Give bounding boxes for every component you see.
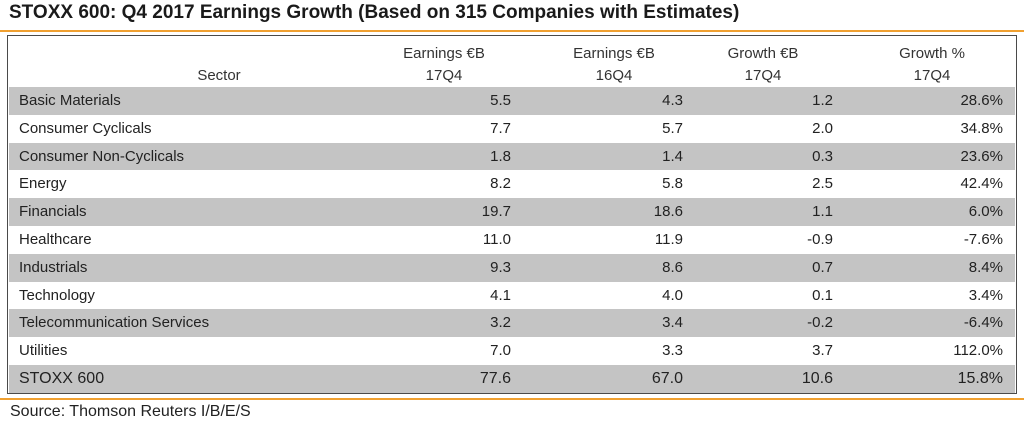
cell-growth-eb: 1.1 [689, 198, 845, 226]
cell-sector: Utilities [19, 342, 68, 360]
cell-growth-eb: -0.2 [689, 309, 845, 338]
bottom-accent-rule [0, 398, 1024, 400]
cell-sector: Consumer Non-Cyclicals [9, 142, 349, 171]
cell-growth-pct: 8.4% [845, 253, 1015, 282]
header-growth-eb-line1: Growth €B [727, 45, 799, 62]
table-frame [7, 35, 1017, 394]
cell-earnings-17q4: 7.7 [490, 119, 511, 137]
cell-growth-eb: 1.2 [689, 87, 845, 115]
cell-growth-eb: 2.0 [812, 119, 833, 137]
header-growth-pct-line1: Growth % [899, 45, 965, 62]
cell-earnings-17q4: 4.1 [490, 286, 511, 304]
cell-sector: Basic Materials [9, 87, 349, 115]
cell-earnings-17q4: 19.7 [349, 198, 517, 226]
cell-growth-pct: 15.8% [845, 364, 1015, 393]
header-spacer [9, 37, 1015, 87]
cell-growth-pct: 28.6% [845, 87, 1015, 115]
table-row: Telecommunication Services 3.2 3.4 -0.2 -6.4… [9, 309, 1015, 338]
cell-sector: Telecommunication Services [9, 309, 349, 338]
cell-earnings-17q4: 9.3 [349, 253, 517, 282]
cell-growth-eb: -0.9 [807, 230, 833, 248]
page-title: STOXX 600: Q4 2017 Earnings Growth (Base… [9, 2, 740, 23]
total-row: STOXX 600 77.6 67.0 10.6 15.8% [9, 364, 1015, 393]
cell-earnings-17q4: 77.6 [349, 364, 517, 393]
cell-earnings-16q4: 5.8 [662, 175, 683, 193]
header-growth-eb-line2: 17Q4 [744, 67, 782, 84]
cell-earnings-17q4: 3.2 [349, 309, 517, 338]
cell-growth-pct: 112.0% [953, 342, 1003, 360]
cell-growth-pct: 3.4% [968, 286, 1003, 304]
cell-earnings-17q4: 11.0 [482, 230, 511, 248]
header-sector: Sector [197, 67, 241, 84]
header-earn-17q4-line2: 17Q4 [425, 67, 463, 84]
table-row: Healthcare 11.0 11.9 -0.9 -7.6% [9, 226, 1015, 254]
header-growth-pct-line2: 17Q4 [913, 67, 951, 84]
cell-earnings-17q4: 8.2 [490, 175, 511, 193]
cell-earnings-16q4: 11.9 [654, 230, 683, 248]
source-note: Source: Thomson Reuters I/B/E/S [10, 403, 251, 420]
header-earn-16q4-line2: 16Q4 [595, 67, 633, 84]
cell-sector: Healthcare [19, 230, 92, 248]
cell-earnings-16q4: 4.3 [517, 87, 689, 115]
table-row: Energy 8.2 5.8 2.5 42.4% [9, 170, 1015, 198]
cell-growth-eb: 0.7 [689, 253, 845, 282]
cell-earnings-17q4: 7.0 [490, 342, 511, 360]
table-row: Consumer Cyclicals 7.7 5.7 2.0 34.8% [9, 115, 1015, 143]
cell-earnings-16q4: 8.6 [517, 253, 689, 282]
cell-growth-pct: 23.6% [845, 142, 1015, 171]
cell-sector: Technology [19, 286, 95, 304]
cell-sector: Industrials [9, 253, 349, 282]
cell-earnings-16q4: 67.0 [517, 364, 689, 393]
cell-sector: Financials [9, 198, 349, 226]
header-earn-16q4-line1: Earnings €B [573, 45, 655, 62]
cell-growth-pct: -7.6% [963, 230, 1003, 248]
cell-growth-eb: 0.3 [689, 142, 845, 171]
cell-growth-eb: 10.6 [689, 364, 845, 393]
cell-growth-eb: 0.1 [812, 286, 833, 304]
cell-growth-pct: 34.8% [960, 119, 1003, 137]
cell-growth-pct: -6.4% [845, 309, 1015, 338]
cell-earnings-16q4: 5.7 [662, 119, 683, 137]
top-accent-rule [0, 30, 1024, 32]
table-header: Sector Earnings €B 17Q4 Earnings €B 16Q4… [9, 37, 1015, 87]
cell-growth-eb: 3.7 [812, 342, 833, 360]
table-row: Basic Materials 5.5 4.3 1.2 28.6% [9, 87, 1015, 115]
cell-earnings-16q4: 4.0 [662, 286, 683, 304]
cell-earnings-17q4: 1.8 [349, 142, 517, 171]
cell-earnings-16q4: 18.6 [517, 198, 689, 226]
table-row: Technology 4.1 4.0 0.1 3.4% [9, 282, 1015, 310]
cell-growth-pct: 6.0% [845, 198, 1015, 226]
cell-sector: Consumer Cyclicals [19, 119, 152, 137]
cell-earnings-17q4: 5.5 [349, 87, 517, 115]
cell-earnings-16q4: 3.4 [517, 309, 689, 338]
cell-earnings-16q4: 3.3 [662, 342, 683, 360]
table-row: Financials 19.7 18.6 1.1 6.0% [9, 198, 1015, 226]
cell-growth-pct: 42.4% [960, 175, 1003, 193]
table-row: Utilities 7.0 3.3 3.7 112.0% [9, 337, 1015, 365]
earnings-table: Basic Materials 5.5 4.3 1.2 28.6% Consumer Cy… [9, 37, 1015, 393]
cell-sector: Energy [19, 175, 67, 193]
header-earn-17q4-line1: Earnings €B [403, 45, 485, 62]
cell-growth-eb: 2.5 [812, 175, 833, 193]
cell-sector: STOXX 600 [9, 364, 349, 393]
table-row: Consumer Non-Cyclicals 1.8 1.4 0.3 23.6% [9, 142, 1015, 171]
table-row: Industrials 9.3 8.6 0.7 8.4% [9, 253, 1015, 282]
cell-earnings-16q4: 1.4 [517, 142, 689, 171]
